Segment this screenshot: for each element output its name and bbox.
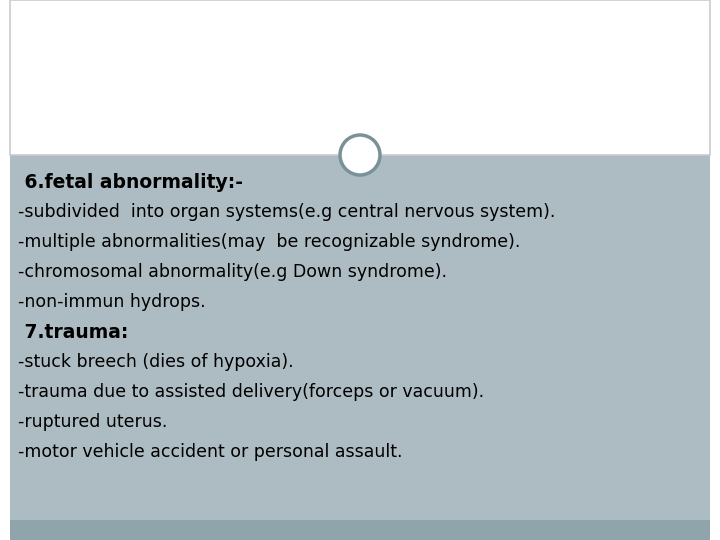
Text: 7.trauma:: 7.trauma:: [18, 323, 128, 342]
Text: -subdivided  into organ systems(e.g central nervous system).: -subdivided into organ systems(e.g centr…: [18, 203, 555, 221]
FancyBboxPatch shape: [10, 520, 710, 540]
Text: 6.fetal abnormality:-: 6.fetal abnormality:-: [18, 173, 243, 192]
Circle shape: [340, 135, 380, 175]
Text: -trauma due to assisted delivery(forceps or vacuum).: -trauma due to assisted delivery(forceps…: [18, 383, 484, 401]
Text: -multiple abnormalities(may  be recognizable syndrome).: -multiple abnormalities(may be recogniza…: [18, 233, 521, 251]
Text: -chromosomal abnormality(e.g Down syndrome).: -chromosomal abnormality(e.g Down syndro…: [18, 263, 447, 281]
Text: -stuck breech (dies of hypoxia).: -stuck breech (dies of hypoxia).: [18, 353, 294, 371]
Text: .: .: [214, 173, 220, 192]
FancyBboxPatch shape: [10, 155, 710, 520]
Text: -non-immun hydrops.: -non-immun hydrops.: [18, 293, 206, 311]
FancyBboxPatch shape: [10, 0, 710, 155]
Text: -motor vehicle accident or personal assault.: -motor vehicle accident or personal assa…: [18, 443, 402, 461]
Text: -ruptured uterus.: -ruptured uterus.: [18, 413, 167, 431]
